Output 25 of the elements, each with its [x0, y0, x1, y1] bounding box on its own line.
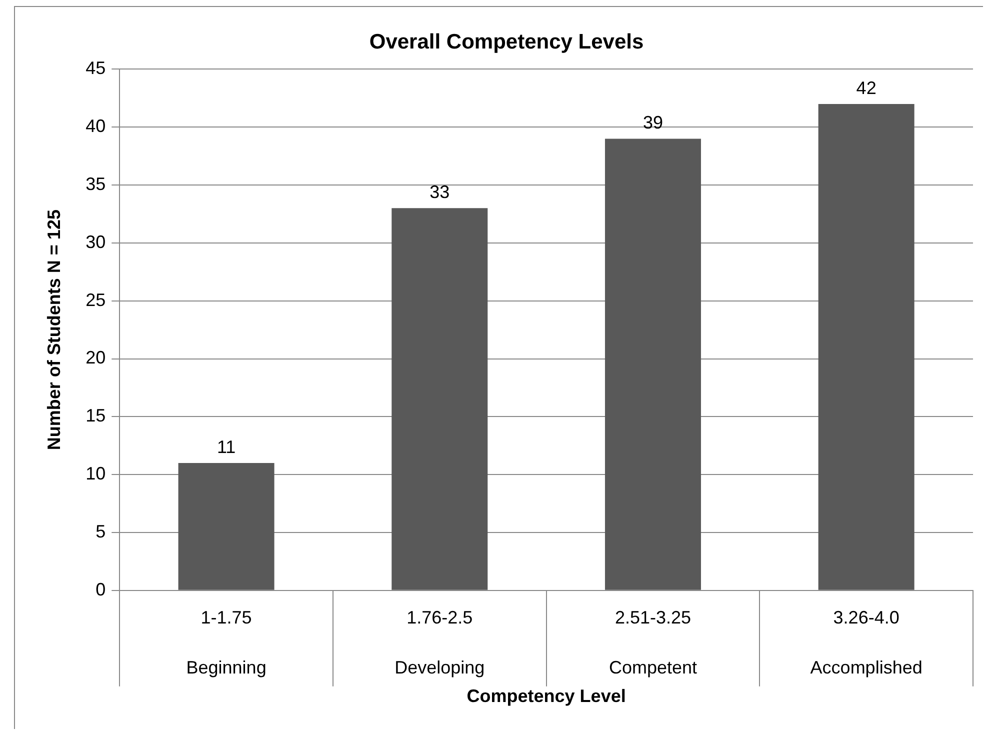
y-tick-label: 10 [86, 464, 106, 484]
category-label: 3.26-4.0 Accomplished [810, 607, 922, 678]
y-tick-label: 40 [86, 116, 106, 136]
data-label: 11 [216, 436, 236, 457]
y-tick-label: 25 [86, 290, 106, 310]
data-label: 33 [430, 182, 450, 202]
y-tick-label: 30 [86, 232, 106, 252]
bar [604, 138, 701, 590]
y-tick-label: 45 [86, 58, 106, 78]
y-tick-label: 15 [86, 406, 106, 426]
category-label: 1.76-2.5 Developing [394, 607, 485, 678]
category-label: 2.51-3.25 Competent [608, 607, 698, 678]
bar [392, 208, 488, 590]
bar [178, 462, 274, 590]
x-axis-title: Competency Level [466, 686, 626, 706]
chart-title: Overall Competency Levels [369, 30, 644, 54]
data-label: 39 [642, 112, 663, 133]
y-tick-label: 35 [86, 174, 106, 194]
y-axis-title: Number of Students N = 125 [44, 210, 64, 450]
y-tick-label: 0 [96, 579, 106, 600]
y-tick-label: 20 [86, 348, 106, 368]
category-label: 1-1.75 Beginning [186, 607, 266, 678]
data-label: 42 [856, 78, 876, 98]
y-tick-label: 5 [96, 521, 106, 542]
bar [818, 104, 914, 590]
